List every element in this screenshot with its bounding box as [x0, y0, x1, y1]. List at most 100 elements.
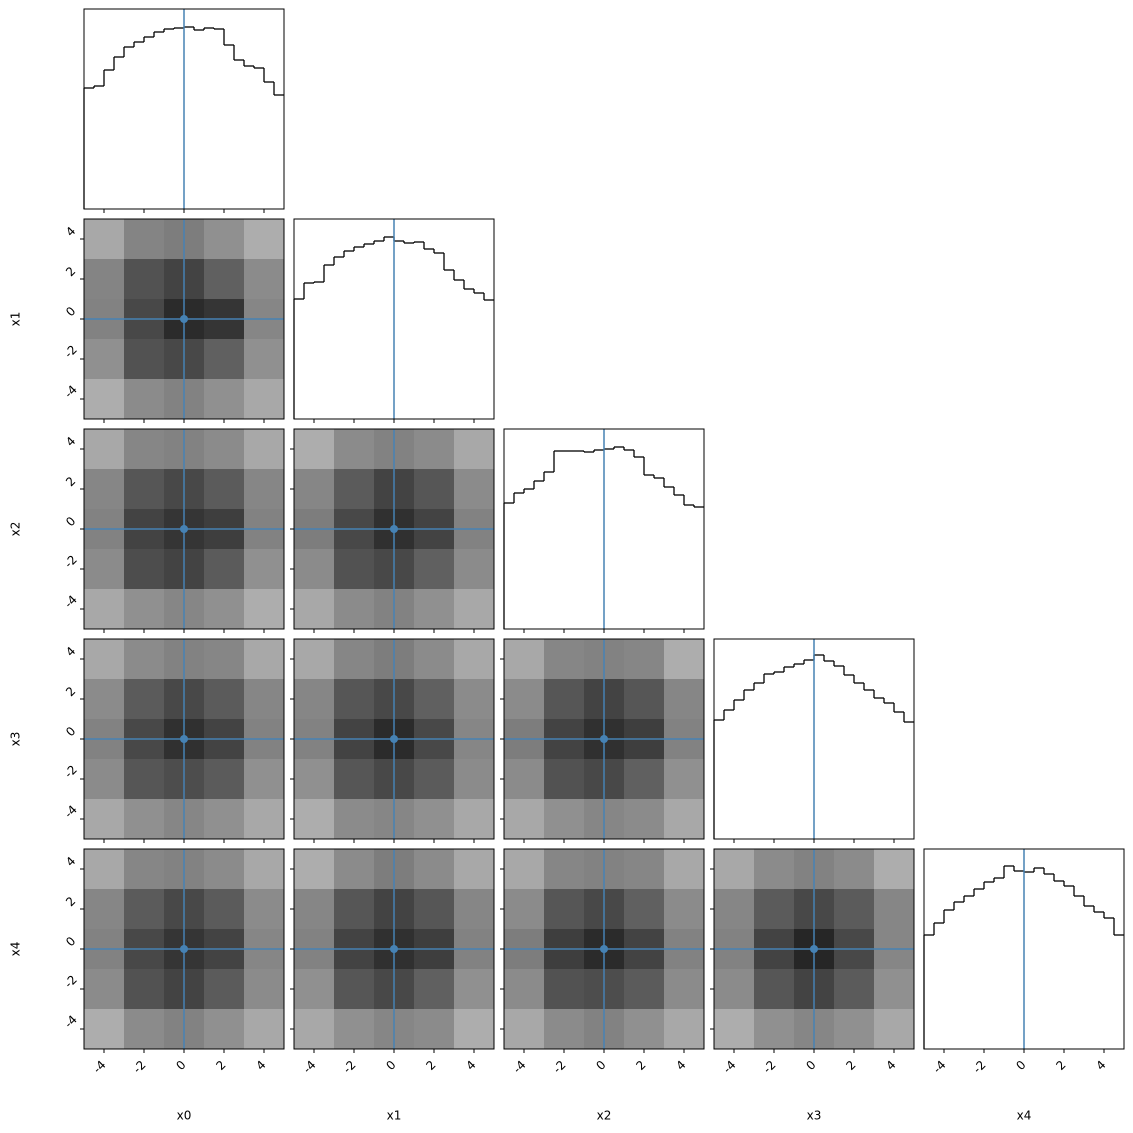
density-cell — [504, 1009, 544, 1049]
x-tick-label: 0 — [173, 1058, 188, 1073]
density-cell — [414, 1009, 454, 1049]
density-cell — [834, 889, 874, 929]
x-tick-label: 2 — [213, 1058, 228, 1073]
density-cell — [84, 469, 124, 509]
density-cell — [84, 639, 124, 679]
density-cell — [124, 849, 164, 889]
x-tick-label: 0 — [803, 1058, 818, 1073]
density-cell — [414, 969, 454, 1009]
density-cell — [504, 679, 544, 719]
y-tick-label: 4 — [63, 854, 78, 869]
density-cell — [714, 889, 754, 929]
density-cell — [84, 339, 124, 379]
density-cell — [544, 969, 584, 1009]
density-cell — [244, 889, 284, 929]
density-cell — [204, 1009, 244, 1049]
density-cell — [244, 1009, 284, 1049]
density-cell — [124, 219, 164, 259]
density-cell — [834, 849, 874, 889]
density-cell — [664, 889, 704, 929]
density-cell — [84, 379, 124, 419]
x-tick-label: -4 — [90, 1058, 108, 1076]
x-tick-label: 2 — [423, 1058, 438, 1073]
density-cell — [334, 549, 374, 589]
density-cell — [504, 639, 544, 679]
x-tick-label: 4 — [463, 1058, 478, 1073]
density-cell — [664, 799, 704, 839]
density-cell — [874, 969, 914, 1009]
density-cell — [244, 759, 284, 799]
x-tick-label: -4 — [510, 1058, 528, 1076]
y-axis-label: x1 — [9, 312, 23, 327]
density-cell — [84, 549, 124, 589]
density-cell — [334, 1009, 374, 1049]
truth-point — [600, 735, 608, 743]
density-cell — [84, 849, 124, 889]
density-cell — [454, 849, 494, 889]
density-cell — [334, 639, 374, 679]
y-tick-label: 4 — [63, 644, 78, 659]
density-cell — [204, 799, 244, 839]
density-cell — [124, 259, 164, 299]
density-cell — [414, 679, 454, 719]
density-cell — [84, 679, 124, 719]
density-cell — [334, 799, 374, 839]
density-cell — [874, 889, 914, 929]
density-cell — [624, 969, 664, 1009]
y-tick-label: -4 — [62, 802, 80, 820]
x-tick-label: -2 — [970, 1058, 988, 1076]
density-cell — [664, 639, 704, 679]
density-cell — [454, 799, 494, 839]
truth-point — [810, 945, 818, 953]
density-cell — [84, 969, 124, 1009]
density-cell — [124, 469, 164, 509]
density-cell — [334, 429, 374, 469]
density-cell — [294, 549, 334, 589]
density-cell — [294, 759, 334, 799]
density-cell — [544, 849, 584, 889]
density-cell — [204, 889, 244, 929]
density-cell — [124, 339, 164, 379]
density-cell — [244, 679, 284, 719]
density-cell — [754, 1009, 794, 1049]
density-cell — [454, 469, 494, 509]
density-cell — [624, 1009, 664, 1049]
density-cell — [834, 969, 874, 1009]
truth-point — [180, 525, 188, 533]
density-cell — [414, 799, 454, 839]
y-tick-label: 2 — [63, 684, 78, 699]
y-tick-label: -2 — [62, 762, 80, 780]
density-cell — [754, 969, 794, 1009]
density-cell — [84, 219, 124, 259]
x-tick-label: 4 — [673, 1058, 688, 1073]
y-tick-label: 2 — [63, 264, 78, 279]
density-cell — [244, 799, 284, 839]
density-cell — [834, 1009, 874, 1049]
density-cell — [544, 679, 584, 719]
density-cell — [414, 889, 454, 929]
density-cell — [414, 549, 454, 589]
x-tick-label: 2 — [843, 1058, 858, 1073]
density-cell — [754, 889, 794, 929]
density-cell — [414, 589, 454, 629]
density-cell — [204, 549, 244, 589]
density-cell — [504, 849, 544, 889]
density-cell — [244, 379, 284, 419]
x-tick-label: 0 — [1013, 1058, 1028, 1073]
x-axis-label: x2 — [597, 1109, 612, 1123]
density-cell — [204, 849, 244, 889]
density-cell — [414, 849, 454, 889]
density-cell — [124, 759, 164, 799]
density-cell — [84, 799, 124, 839]
density-cell — [664, 969, 704, 1009]
density-cell — [124, 549, 164, 589]
density-cell — [204, 219, 244, 259]
density-cell — [84, 589, 124, 629]
x-tick-label: 2 — [633, 1058, 648, 1073]
x-tick-label: 0 — [593, 1058, 608, 1073]
density-cell — [84, 259, 124, 299]
density-cell — [454, 969, 494, 1009]
density-cell — [874, 849, 914, 889]
density-cell — [504, 799, 544, 839]
density-cell — [754, 849, 794, 889]
